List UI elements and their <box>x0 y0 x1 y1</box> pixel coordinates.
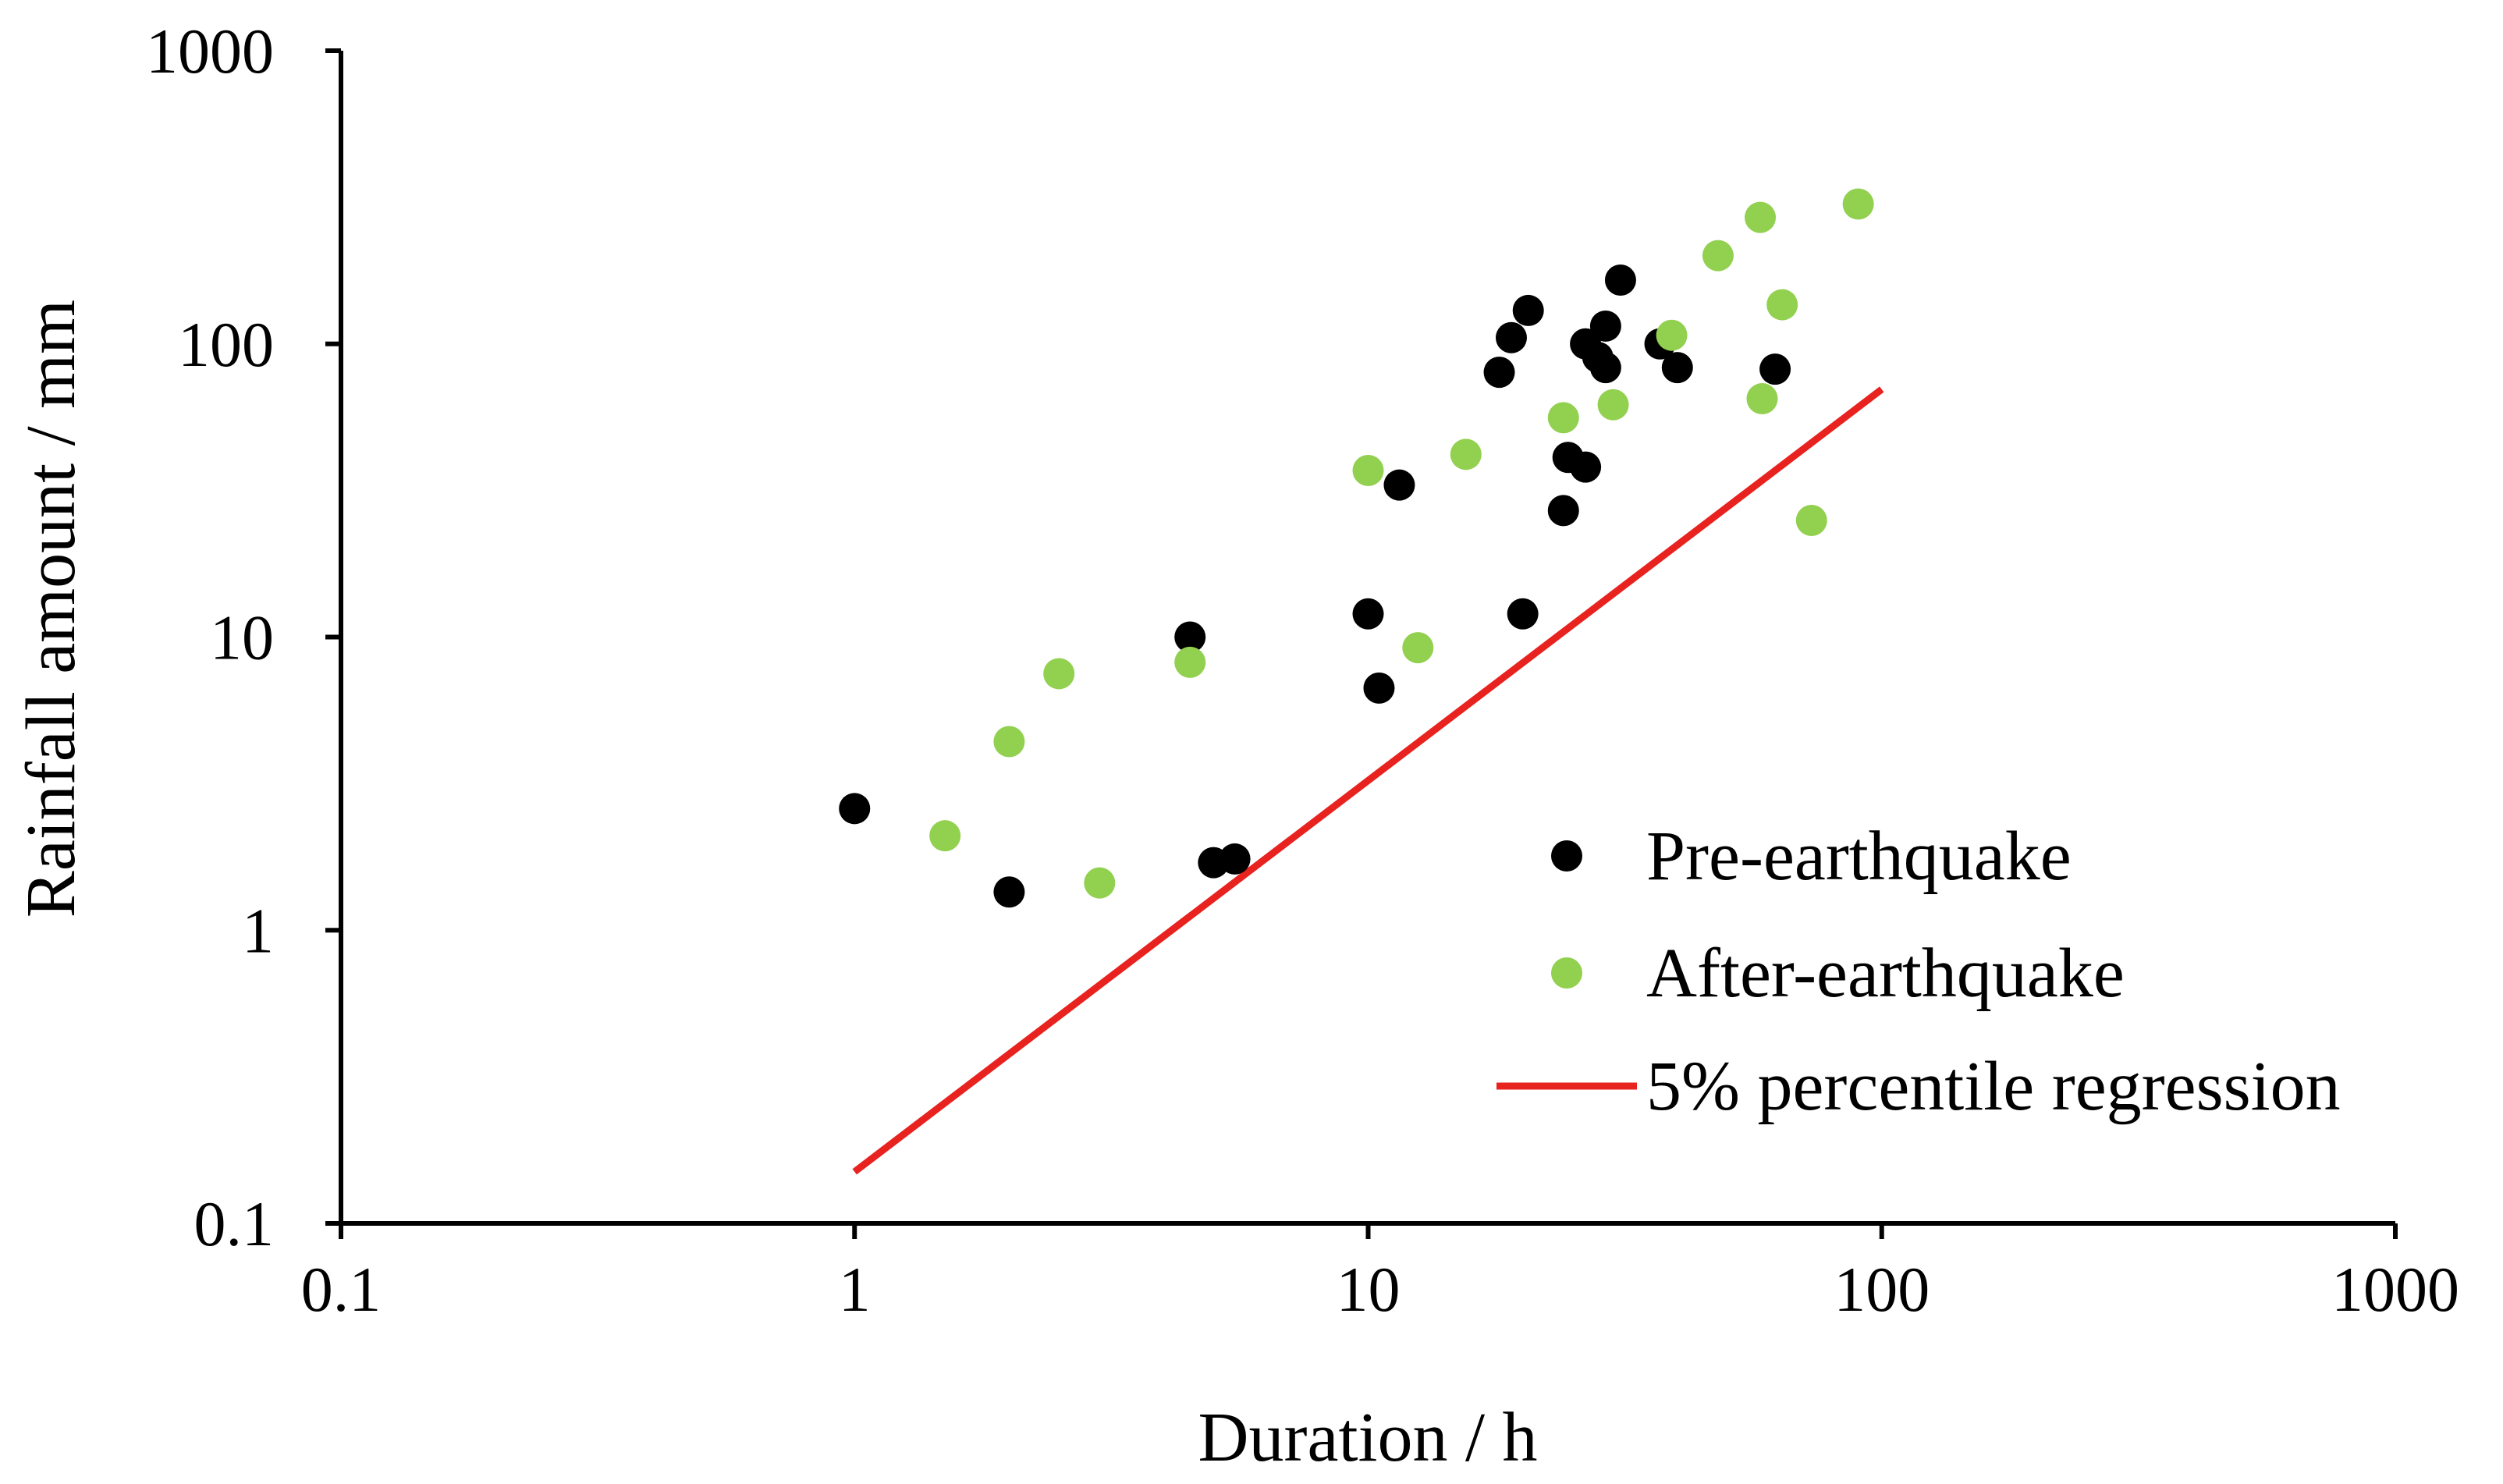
legend-marker-after-earthquake <box>1551 957 1582 989</box>
x-axis-title: Duration / h <box>1198 1399 1538 1476</box>
legend-label-pre-earthquake: Pre-earthquake <box>1646 818 2072 895</box>
after-earthquake-point-2 <box>1043 658 1075 690</box>
y-tick-label-1: 1 <box>242 895 274 966</box>
pre-earthquake-point-5 <box>1352 598 1384 630</box>
regression-line-layer <box>852 386 1884 1175</box>
y-tick-label-2: 10 <box>210 602 274 673</box>
after-earthquake-point-6 <box>1402 632 1434 664</box>
y-tick-label-4: 1000 <box>146 16 274 87</box>
after-earthquake-point-8 <box>1547 402 1579 434</box>
pre-earthquake-point-7 <box>1383 469 1415 501</box>
after-earthquake-point-14 <box>1766 289 1798 321</box>
x-tick-label-4: 1000 <box>2331 1254 2459 1325</box>
after-earthquake-point-0 <box>929 820 961 852</box>
pre-earthquake-point-2 <box>1174 621 1206 653</box>
after-earthquake-point-7 <box>1450 438 1482 470</box>
after-earthquake-point-12 <box>1745 201 1777 233</box>
after-earthquake-point-11 <box>1702 240 1734 272</box>
after-earthquake-point-9 <box>1597 389 1629 421</box>
after-earthquake-point-4 <box>1174 646 1206 678</box>
pre-earthquake-point-12 <box>1547 495 1579 527</box>
pre-earthquake-point-21 <box>1661 352 1693 384</box>
after-earthquake-point-13 <box>1746 383 1778 415</box>
legend-marker-pre-earthquake <box>1551 840 1582 872</box>
after-earthquake-point-15 <box>1795 504 1827 536</box>
pre-earthquake-point-8 <box>1483 357 1515 389</box>
pre-earthquake-point-22 <box>1759 353 1791 385</box>
after-earthquake-point-5 <box>1352 454 1384 486</box>
x-tick-label-3: 100 <box>1834 1254 1930 1325</box>
pre-earthquake-point-1 <box>993 876 1025 908</box>
after-earthquake-point-16 <box>1842 188 1874 220</box>
x-tick-label-0: 0.1 <box>301 1254 382 1325</box>
pre-earthquake-point-17 <box>1589 310 1621 342</box>
pre-earthquake-point-10 <box>1507 598 1539 630</box>
y-tick-label-0: 0.1 <box>194 1188 275 1259</box>
pre-earthquake-point-9 <box>1495 321 1527 353</box>
x-tick-label-1: 1 <box>839 1254 871 1325</box>
pre-earthquake-point-14 <box>1570 451 1602 483</box>
pre-earthquake-point-18 <box>1589 352 1621 384</box>
plot-area <box>839 188 1884 1175</box>
pre-earthquake-point-0 <box>839 793 871 825</box>
scatter-point-layer <box>839 188 1874 908</box>
y-tick-label-3: 100 <box>178 309 274 380</box>
legend-label-after-earthquake: After-earthquake <box>1646 935 2125 1012</box>
after-earthquake-point-3 <box>1084 867 1116 899</box>
pre-earthquake-point-19 <box>1604 264 1636 296</box>
after-earthquake-point-10 <box>1656 319 1688 351</box>
axis-ticks: 0.1 1 10 100 1000 0.1 1 10 100 1000 <box>146 16 2459 1325</box>
x-tick-label-2: 10 <box>1337 1254 1401 1325</box>
pre-earthquake-point-6 <box>1363 672 1395 704</box>
y-axis-title: Rainfall amount / mm <box>12 300 90 918</box>
pre-earthquake-point-4 <box>1219 843 1251 875</box>
after-earthquake-point-1 <box>993 726 1025 758</box>
pre-earthquake-point-11 <box>1512 294 1544 326</box>
regression-line-segment <box>852 386 1884 1175</box>
legend-label-regression: 5% percentile regression <box>1646 1048 2341 1125</box>
legend: Pre-earthquake After-earthquake 5% perce… <box>1496 818 2341 1125</box>
